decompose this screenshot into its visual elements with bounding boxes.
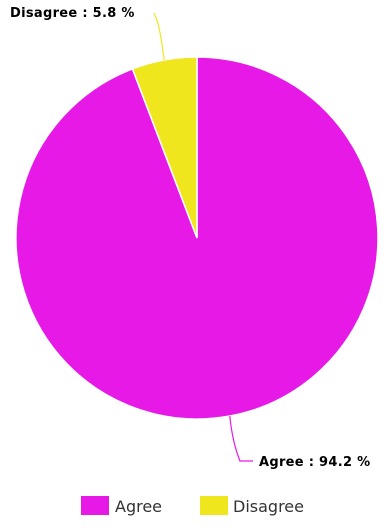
legend-label-disagree[interactable]: Disagree: [233, 497, 304, 516]
data-label-disagree: Disagree : 5.8 %: [10, 6, 135, 21]
legend: Agree Disagree: [81, 496, 304, 516]
data-label-agree: Agree : 94.2 %: [259, 455, 371, 470]
legend-label-agree[interactable]: Agree: [115, 497, 162, 516]
data-labels: Agree : 94.2 % Disagree : 5.8 %: [10, 6, 371, 470]
leader-line-disagree: [153, 12, 165, 61]
leader-line-agree: [229, 415, 253, 462]
legend-swatch-disagree[interactable]: [200, 496, 228, 515]
leader-lines: [153, 12, 253, 462]
pie-slices: [15, 56, 379, 420]
legend-swatch-agree[interactable]: [81, 496, 109, 515]
